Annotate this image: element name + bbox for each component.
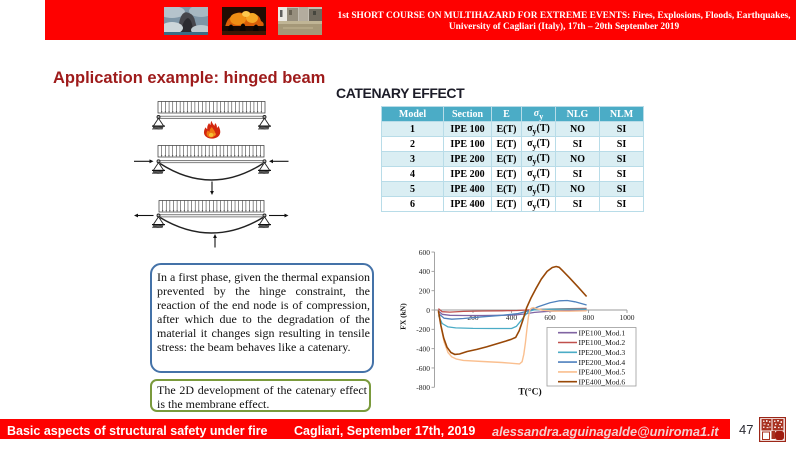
svg-text:400: 400 — [419, 267, 431, 276]
svg-text:800: 800 — [583, 313, 595, 322]
svg-text:-800: -800 — [416, 383, 430, 392]
svg-text:200: 200 — [419, 286, 431, 295]
svg-text:IPE200_Mod.4: IPE200_Mod.4 — [579, 358, 626, 367]
svg-text:-200: -200 — [416, 325, 430, 334]
svg-text:IPE100_Mod.2: IPE100_Mod.2 — [579, 338, 626, 347]
svg-text:-600: -600 — [416, 364, 430, 373]
svg-text:0: 0 — [426, 306, 430, 315]
svg-text:600: 600 — [544, 313, 556, 322]
svg-text:400: 400 — [506, 313, 518, 322]
svg-text:T(°C): T(°C) — [518, 387, 541, 398]
svg-text:IPE200_Mod.3: IPE200_Mod.3 — [579, 348, 626, 357]
svg-text:1000: 1000 — [620, 313, 635, 322]
svg-text:FX (kN): FX (kN) — [399, 303, 408, 330]
svg-text:600: 600 — [419, 248, 431, 257]
svg-text:IPE100_Mod.1: IPE100_Mod.1 — [579, 328, 626, 337]
svg-text:IPE400_Mod.6: IPE400_Mod.6 — [579, 377, 626, 386]
svg-text:-400: -400 — [416, 344, 430, 353]
svg-text:IPE400_Mod.5: IPE400_Mod.5 — [579, 368, 626, 377]
